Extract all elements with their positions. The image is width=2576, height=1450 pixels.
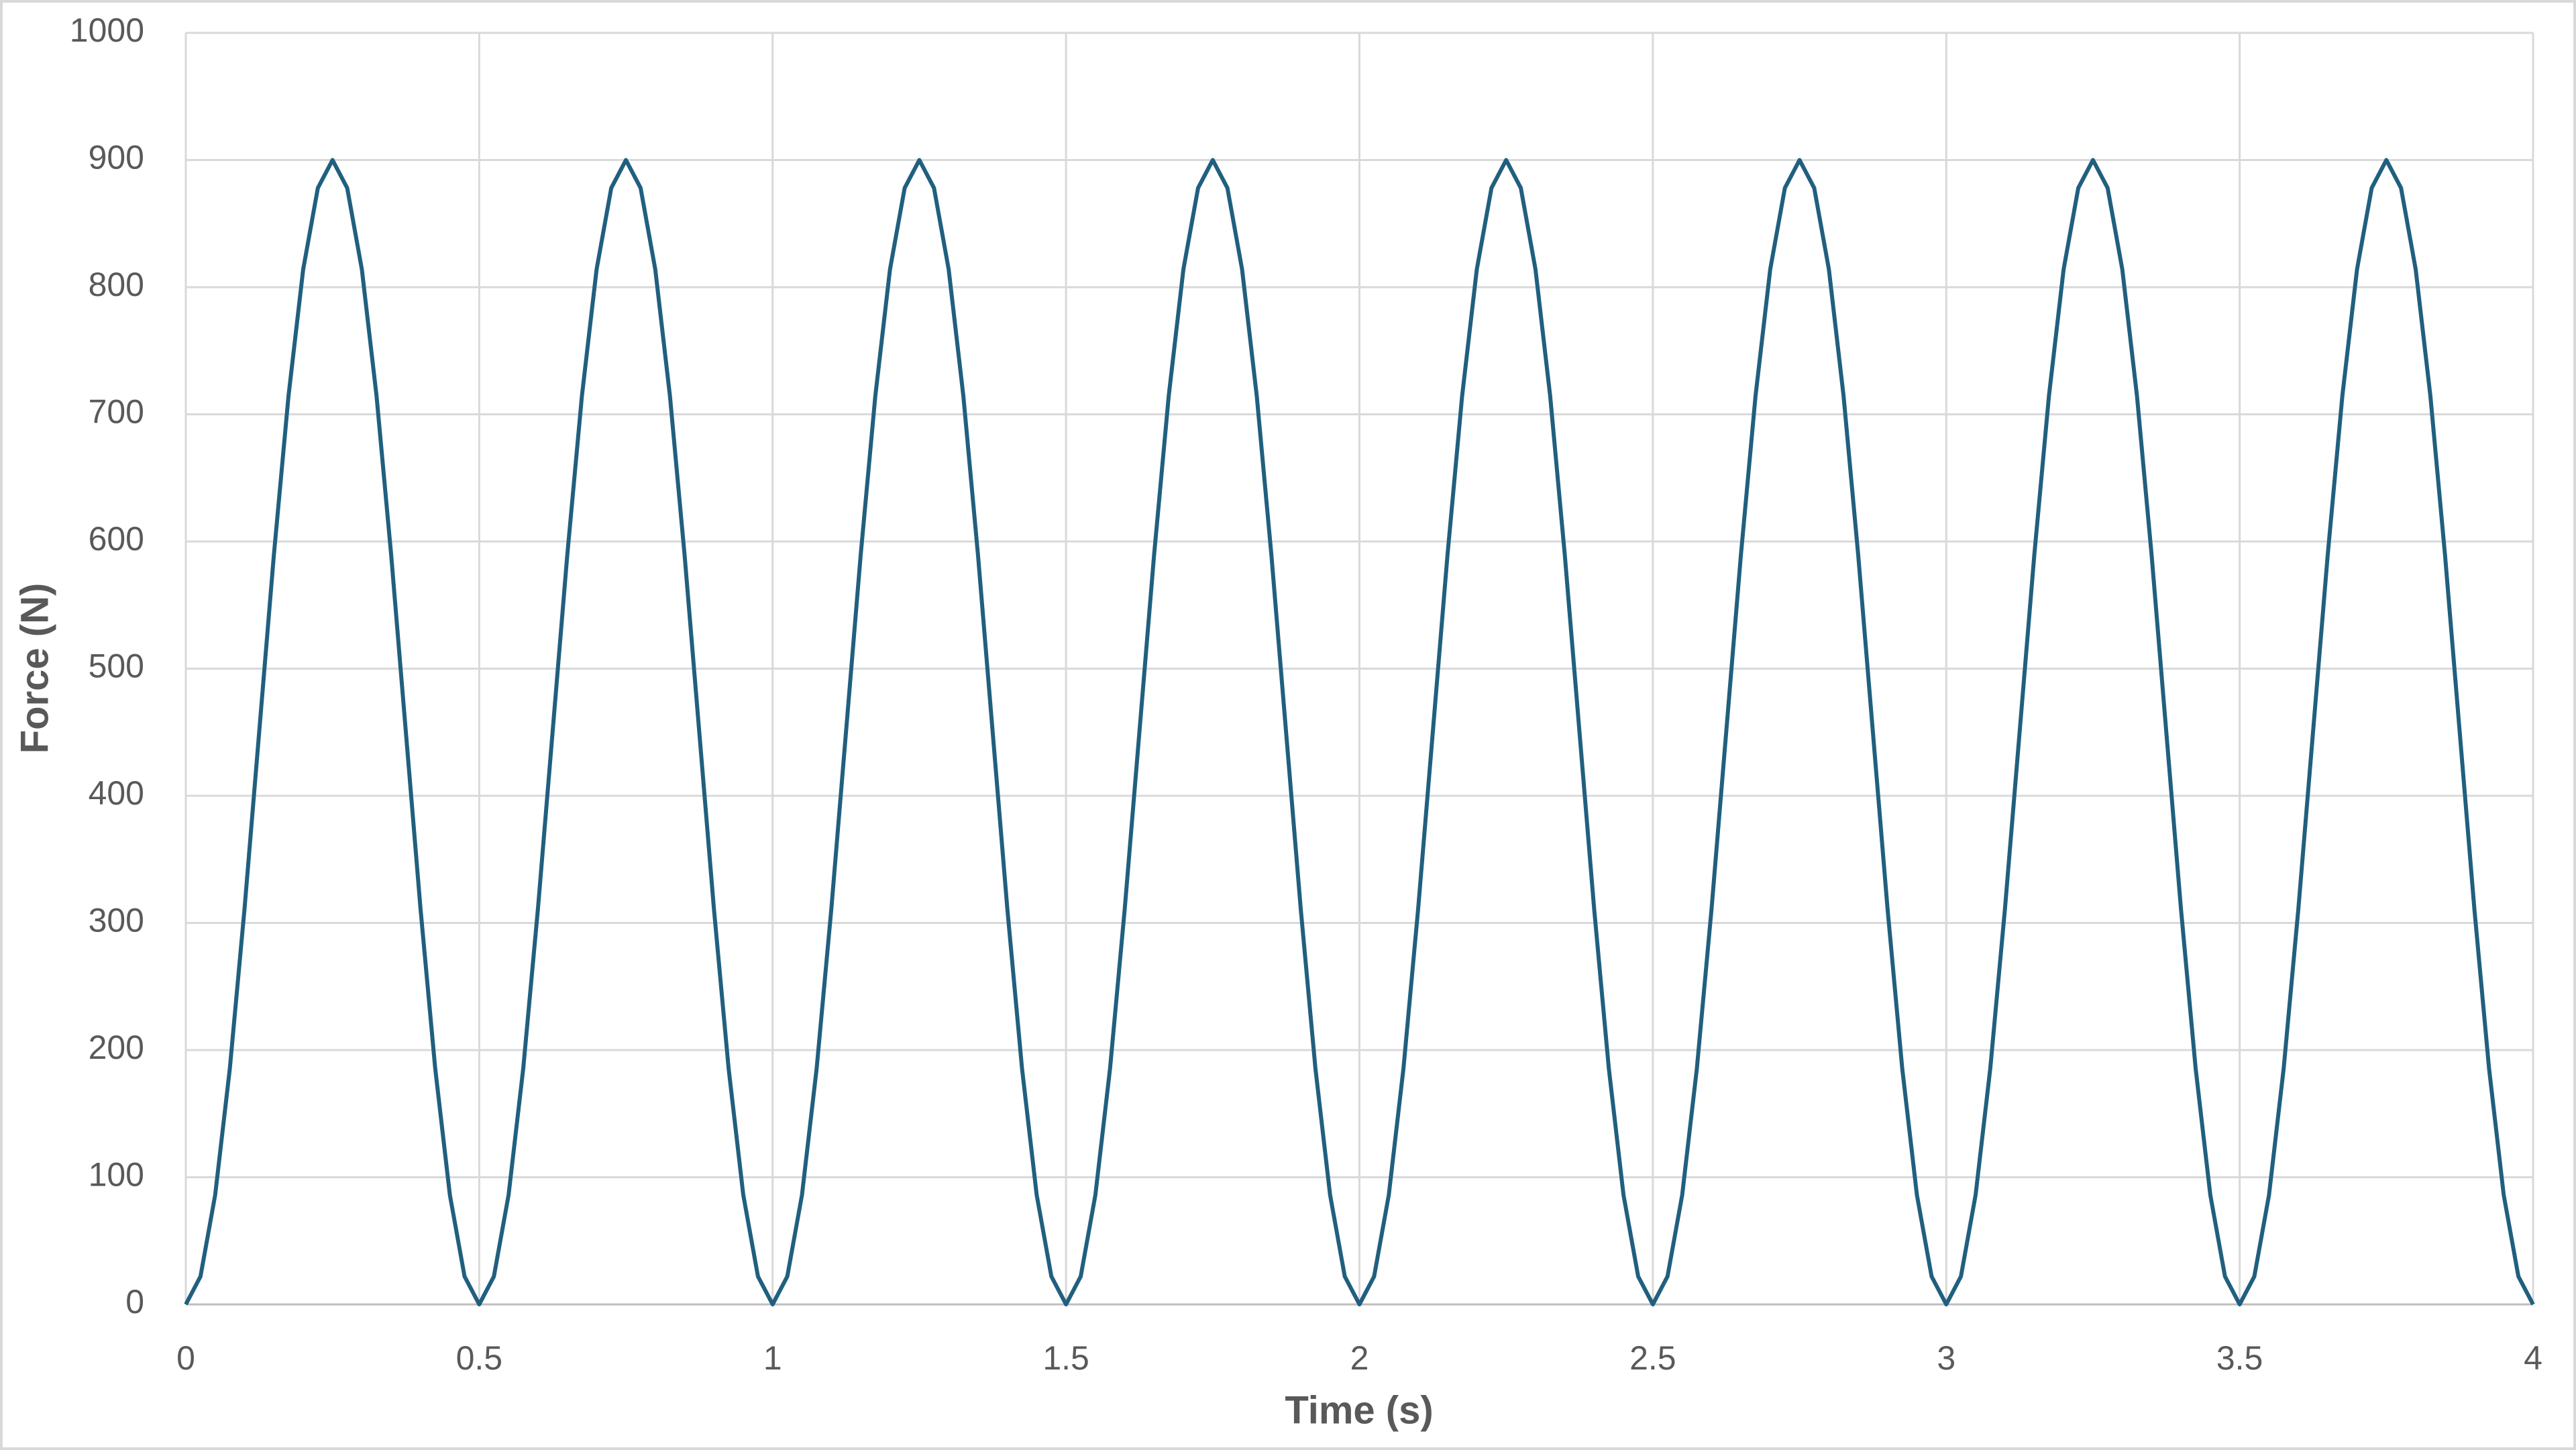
y-axis-title: Force (N): [13, 583, 56, 754]
x-tick-label: 1.5: [1042, 1339, 1089, 1377]
y-tick-label: 0: [125, 1283, 144, 1320]
y-tick-label: 600: [89, 520, 144, 558]
y-tick-label: 100: [89, 1156, 144, 1194]
x-axis-title: Time (s): [1285, 1388, 1433, 1432]
x-tick-label: 0.5: [456, 1339, 503, 1377]
y-tick-label: 400: [89, 774, 144, 812]
y-tick-label: 300: [89, 902, 144, 939]
y-tick-label: 900: [89, 139, 144, 176]
y-tick-label: 500: [89, 648, 144, 685]
x-tick-label: 3.5: [2216, 1339, 2263, 1377]
y-tick-label: 1000: [70, 11, 144, 49]
x-tick-label: 3: [1937, 1339, 1955, 1377]
x-tick-label: 2: [1350, 1339, 1369, 1377]
x-tick-label: 4: [2524, 1339, 2542, 1377]
x-tick-label: 1: [763, 1339, 782, 1377]
y-tick-label: 800: [89, 266, 144, 303]
y-tick-label: 700: [89, 393, 144, 431]
y-tick-label: 200: [89, 1029, 144, 1066]
x-tick-label: 2.5: [1629, 1339, 1676, 1377]
data-line: [184, 158, 2535, 1306]
x-tick-label: 0: [176, 1339, 195, 1377]
